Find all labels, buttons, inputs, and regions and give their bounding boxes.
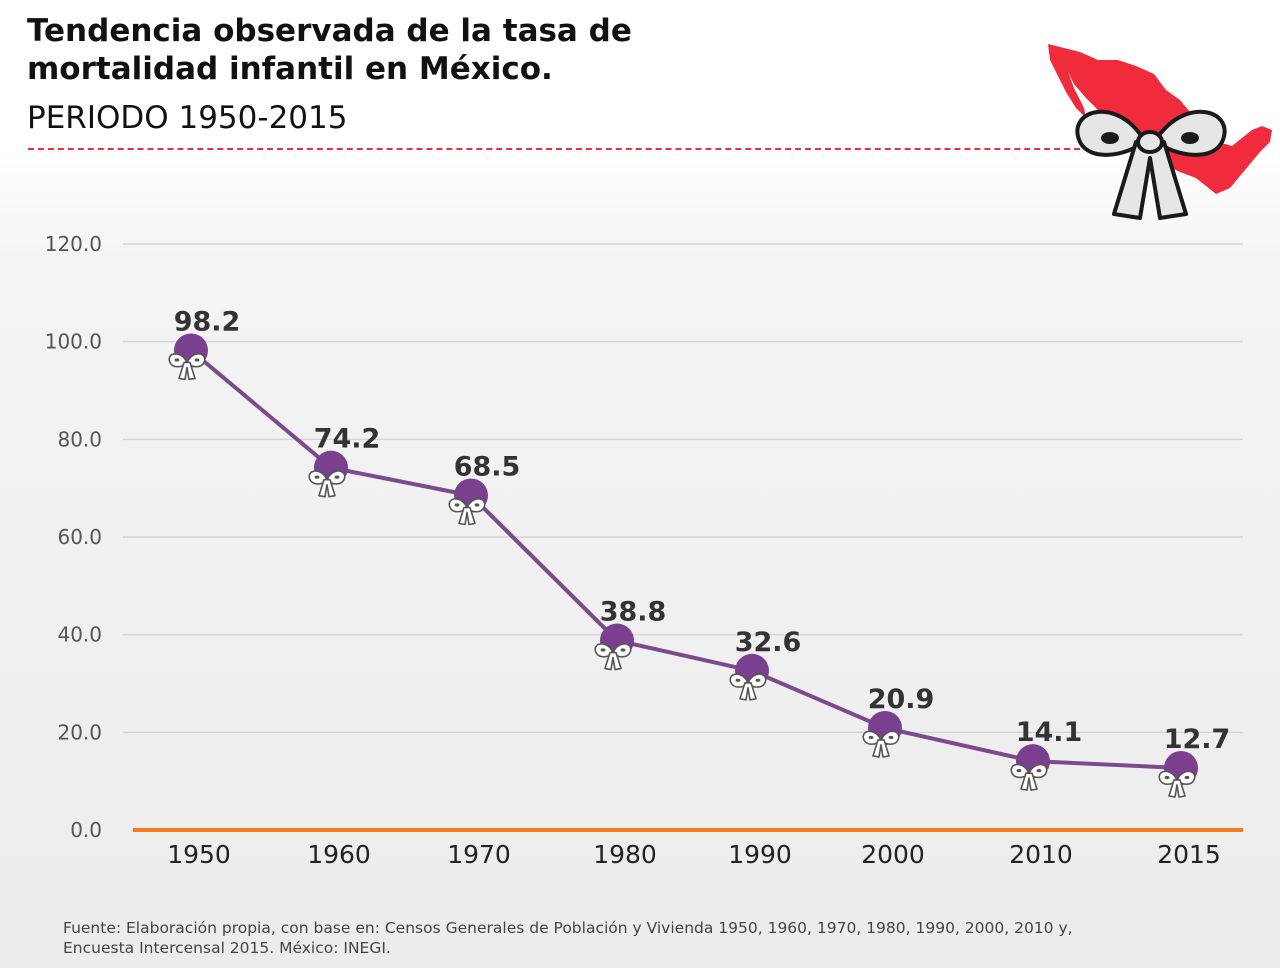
data-point (1158, 750, 1198, 798)
x-axis-tick-labels: 1950 1960 1970 1980 1990 2000 2010 2015 (167, 840, 1221, 869)
ribbon-icon (1158, 770, 1196, 798)
ribbon-icon (168, 353, 206, 381)
ribbon-icon (448, 498, 486, 526)
mexico-map-shape (1048, 44, 1272, 194)
x-tick-label: 2010 (1009, 840, 1073, 869)
chart-title-line-2: mortalidad infantil en México. (27, 51, 553, 87)
y-tick-label: 100.0 (45, 330, 102, 354)
y-tick-label: 0.0 (70, 818, 102, 842)
data-label: 74.2 (314, 424, 381, 455)
ribbon-icon (308, 470, 346, 498)
data-point (1010, 744, 1050, 791)
x-tick-label: 1970 (447, 840, 511, 869)
data-points (168, 333, 1198, 798)
source-note-line-1: Fuente: Elaboración propia, con base en:… (63, 919, 1073, 937)
ribbon-icon (594, 643, 632, 671)
chart-subtitle: PERIODO 1950-2015 (27, 100, 348, 136)
y-tick-label: 20.0 (57, 720, 102, 744)
data-label: 38.8 (600, 597, 667, 628)
y-tick-label: 80.0 (57, 427, 102, 451)
y-tick-label: 60.0 (57, 525, 102, 549)
data-point (448, 478, 488, 526)
header-divider (28, 148, 1090, 150)
series-line (189, 348, 1182, 770)
data-point (862, 710, 902, 758)
y-tick-label: 120.0 (45, 232, 102, 256)
data-point (729, 653, 769, 701)
x-tick-label: 1980 (593, 840, 657, 869)
data-label: 12.7 (1164, 724, 1231, 755)
y-tick-label: 40.0 (57, 623, 102, 647)
data-label: 98.2 (174, 306, 241, 337)
data-point (308, 450, 348, 498)
source-note: Fuente: Elaboración propia, con base en:… (63, 918, 1253, 958)
chart-title-line-1: Tendencia observada de la tasa de (27, 13, 632, 49)
source-note-line-2: Encuesta Intercensal 2015. México: INEGI… (63, 939, 391, 957)
mexico-map-ribbon-icon (1048, 44, 1272, 220)
x-tick-label: 2015 (1157, 840, 1221, 869)
ribbon-icon (729, 673, 767, 701)
data-label: 14.1 (1016, 717, 1083, 748)
ribbon-icon (862, 730, 900, 758)
series-line-layer (189, 348, 1182, 770)
data-label: 68.5 (454, 451, 521, 482)
x-tick-label: 1950 (167, 840, 231, 869)
ribbon-icon (1010, 763, 1048, 791)
x-tick-label: 1960 (307, 840, 371, 869)
x-tick-label: 1990 (728, 840, 792, 869)
data-point (168, 333, 208, 381)
chart-title: Tendencia observada de la tasa de mortal… (27, 12, 1027, 88)
data-label: 32.6 (735, 627, 802, 658)
gridlines (123, 243, 1243, 832)
data-label: 20.9 (868, 684, 935, 715)
data-labels: 98.2 74.2 68.5 38.8 32.6 20.9 14.1 12.7 (174, 306, 1231, 755)
data-point (594, 623, 634, 671)
y-axis-tick-labels: 0.0 20.0 40.0 60.0 80.0 100.0 120.0 (45, 232, 102, 842)
x-tick-label: 2000 (861, 840, 925, 869)
